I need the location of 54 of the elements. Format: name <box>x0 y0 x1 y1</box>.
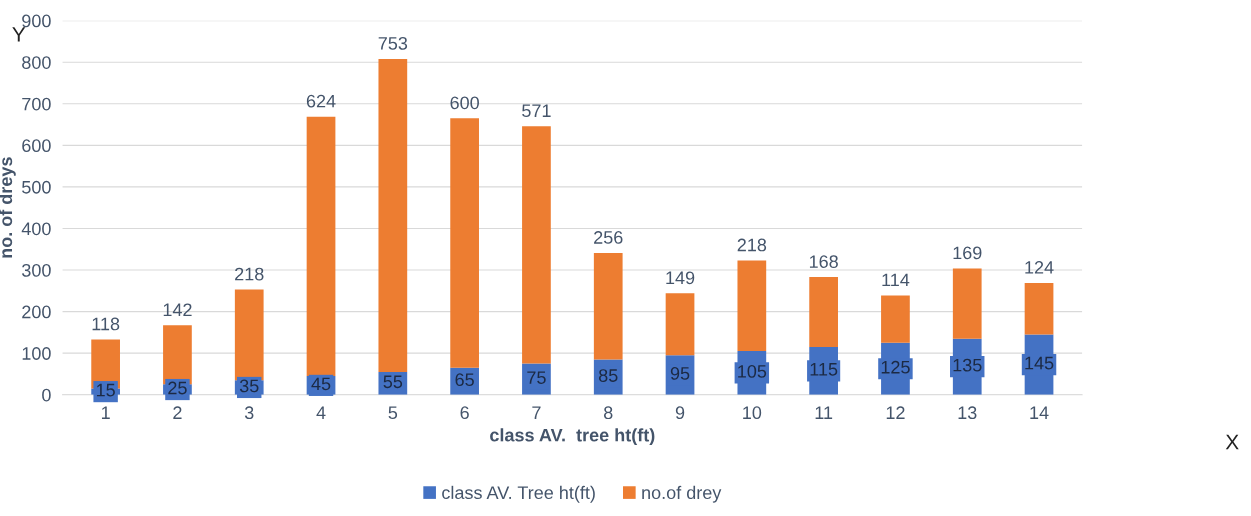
data-label: 55 <box>383 375 403 389</box>
data-label: 256 <box>594 231 623 244</box>
x-tick-label: 7 <box>532 406 541 419</box>
data-label: 114 <box>882 273 910 287</box>
legend-label: class AV. Tree ht(ft) <box>442 485 595 503</box>
y-tick-label: 0 <box>42 388 51 402</box>
data-label: 168 <box>809 255 838 268</box>
y-tick-label: 500 <box>22 180 51 194</box>
data-label: 169 <box>953 246 982 260</box>
data-label: 45 <box>311 377 331 391</box>
text: X <box>1225 434 1239 450</box>
data-label: 145 <box>1025 356 1054 370</box>
y-tick-label: 300 <box>22 263 51 277</box>
x-tick-label: 3 <box>244 406 254 420</box>
data-label: 105 <box>738 364 767 378</box>
data-label: 118 <box>92 317 120 331</box>
y-tick-label: 400 <box>21 222 51 236</box>
y-tick-label: 900 <box>22 14 51 28</box>
data-label: 75 <box>527 371 546 384</box>
data-label: 85 <box>598 369 618 382</box>
data-label: 135 <box>953 358 982 372</box>
y-tick-label: 700 <box>22 97 51 111</box>
data-label: 142 <box>163 303 192 317</box>
x-tick-label: 5 <box>388 406 398 420</box>
x-tick-label: 13 <box>958 406 977 420</box>
y-tick-label: 600 <box>22 139 51 153</box>
x-tick-label: 10 <box>743 406 762 420</box>
data-label: 571 <box>522 104 551 118</box>
data-label: 753 <box>378 36 408 50</box>
x-tick-label: 8 <box>604 406 613 420</box>
legend-label: no.of drey <box>642 485 722 503</box>
data-label: 65 <box>455 373 474 387</box>
text: Y <box>12 27 26 42</box>
x-tick-label: 2 <box>173 406 182 419</box>
y-tick-label: 200 <box>22 305 51 319</box>
data-label: 149 <box>666 271 695 285</box>
x-tick-label: 1 <box>101 406 110 419</box>
data-label: 600 <box>450 96 479 110</box>
x-axis-title: class AV. tree ht(ft) <box>490 428 655 446</box>
data-label: 125 <box>881 360 910 374</box>
data-label: 115 <box>810 363 838 376</box>
data-label: 624 <box>306 94 336 108</box>
data-label: 218 <box>737 238 767 252</box>
x-tick-label: 14 <box>1030 406 1049 419</box>
x-tick-label: 9 <box>675 406 685 420</box>
y-tick-label: 800 <box>22 56 51 69</box>
data-label: 95 <box>670 367 690 380</box>
y-tick-label: 100 <box>22 347 51 360</box>
x-tick-label: 4 <box>316 406 326 419</box>
data-label: 218 <box>235 267 264 281</box>
data-label: 124 <box>1025 261 1054 274</box>
x-tick-label: 12 <box>886 406 905 419</box>
x-tick-label: 6 <box>460 406 469 420</box>
x-tick-label: 11 <box>815 406 833 419</box>
